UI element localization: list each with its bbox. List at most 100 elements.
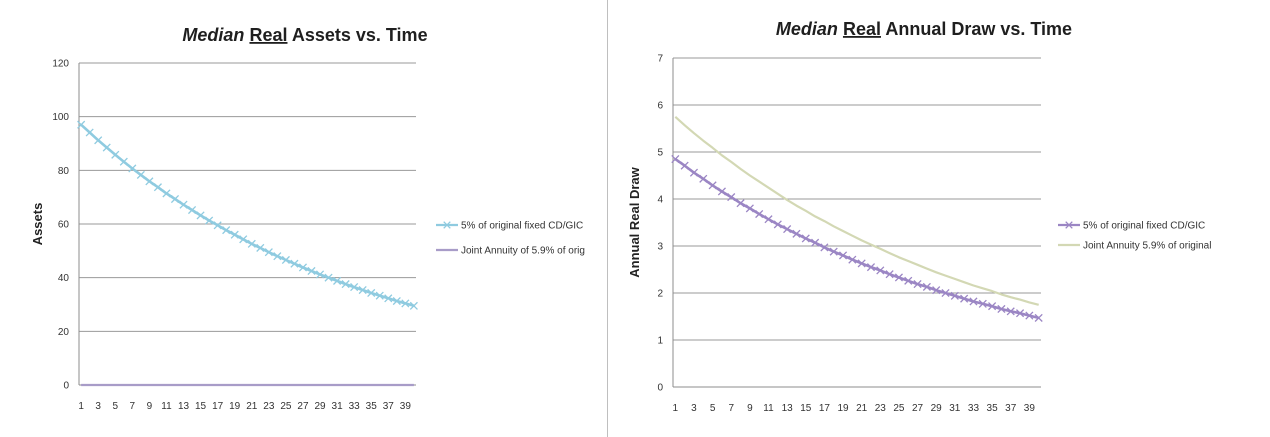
x-tick-label: 7 xyxy=(728,403,734,414)
data-point-marker xyxy=(170,194,180,204)
annual-draw-chart-title: Median Real Annual Draw vs. Time xyxy=(776,19,1072,39)
data-point-marker xyxy=(239,235,248,244)
x-tick-label: 9 xyxy=(747,403,753,414)
y-tick-label: 20 xyxy=(58,327,70,338)
y-tick-label: 0 xyxy=(657,383,663,394)
title-italic-part: Median xyxy=(182,25,244,45)
y-axis-label: Assets xyxy=(30,203,45,246)
data-point-marker xyxy=(708,181,717,190)
title-italic-part: Median xyxy=(776,19,838,39)
x-tick-label: 15 xyxy=(195,401,207,412)
x-tick-label: 27 xyxy=(297,401,309,412)
data-point-marker xyxy=(341,280,350,289)
assets-chart-panel: Median Real Assets vs. Time 0 20 40 60 80 100… xyxy=(0,0,608,437)
y-tick-label: 1 xyxy=(657,336,663,347)
x-tick-label: 31 xyxy=(949,403,961,414)
data-point-marker xyxy=(153,183,162,192)
data-point-marker xyxy=(727,193,736,202)
data-point-marker xyxy=(333,276,342,285)
data-point-marker xyxy=(801,234,810,243)
x-tick-label: 27 xyxy=(912,403,924,414)
x-tick-label: 39 xyxy=(400,401,412,412)
data-point-marker xyxy=(997,304,1006,314)
data-point-marker xyxy=(1025,311,1034,320)
data-point-marker xyxy=(290,259,299,268)
title-underline-part: Real xyxy=(249,25,287,45)
data-point-marker xyxy=(904,276,913,285)
assets-chart: Median Real Assets vs. Time 0 20 40 60 80 100… xyxy=(30,25,585,412)
data-point-marker xyxy=(179,200,188,209)
x-tick-label: 7 xyxy=(130,401,136,412)
x-tick-label: 3 xyxy=(691,403,697,414)
x-tick-label: 25 xyxy=(893,403,905,414)
x-tick-label: 35 xyxy=(987,403,999,414)
title-rest-part: Annual Draw vs. Time xyxy=(885,19,1072,39)
y-tick-label: 100 xyxy=(52,112,69,123)
legend-label: Joint Annuity of 5.9% of orig xyxy=(461,246,585,257)
legend-label: 5% of original fixed CD/GIC xyxy=(1083,221,1205,232)
x-tick-label: 21 xyxy=(246,401,258,412)
x-tick-label: 13 xyxy=(782,403,794,414)
assets-chart-title: Median Real Assets vs. Time xyxy=(182,25,427,45)
x-tick-label: 23 xyxy=(875,403,887,414)
data-point-marker xyxy=(913,280,922,289)
data-point-marker xyxy=(773,220,782,229)
x-tick-label: 37 xyxy=(383,401,395,412)
data-point-marker xyxy=(350,282,359,292)
data-point-marker xyxy=(1034,313,1043,322)
x-tick-label: 37 xyxy=(1005,403,1017,414)
y-tick-label: 2 xyxy=(657,289,663,300)
data-point-marker xyxy=(256,243,265,252)
y-tick-label: 3 xyxy=(657,242,663,253)
x-tick-label: 11 xyxy=(763,403,774,414)
data-point-marker xyxy=(264,248,273,257)
data-point-marker xyxy=(375,291,384,300)
y-tick-label: 5 xyxy=(657,148,663,159)
data-point-marker xyxy=(717,187,726,196)
x-tick-label: 29 xyxy=(314,401,326,412)
y-tick-label: 4 xyxy=(657,195,663,206)
data-point-marker xyxy=(136,170,145,179)
series-line-1 xyxy=(80,123,415,308)
data-point-marker xyxy=(213,221,222,230)
y-tick-label: 0 xyxy=(63,381,69,392)
data-point-marker xyxy=(969,297,978,306)
x-tick-label: 1 xyxy=(78,401,84,412)
legend-marker xyxy=(443,221,451,229)
data-point-marker xyxy=(811,238,820,247)
data-point-marker xyxy=(820,243,829,252)
data-point-marker xyxy=(699,174,708,183)
data-point-marker xyxy=(119,157,128,166)
data-point-marker xyxy=(978,299,987,308)
x-tick-label: 23 xyxy=(263,401,275,412)
x-tick-label: 19 xyxy=(229,401,241,412)
data-point-marker xyxy=(281,255,290,265)
data-point-marker xyxy=(392,296,401,306)
data-point-marker xyxy=(745,204,754,213)
data-point-marker xyxy=(838,251,848,260)
series-line-1 xyxy=(674,158,1040,320)
data-point-marker xyxy=(857,259,866,268)
data-point-marker xyxy=(315,270,325,279)
y-tick-label: 80 xyxy=(58,166,70,177)
data-point-marker xyxy=(94,136,103,145)
data-point-marker xyxy=(324,273,333,282)
data-point-marker xyxy=(128,164,137,173)
x-tick-label: 19 xyxy=(837,403,849,414)
title-underline-part: Real xyxy=(843,19,881,39)
data-point-marker xyxy=(932,286,941,295)
data-point-marker xyxy=(848,255,857,264)
data-point-marker xyxy=(783,225,792,234)
x-tick-label: 13 xyxy=(178,401,190,412)
y-tick-label: 6 xyxy=(657,101,663,112)
x-tick-label: 29 xyxy=(931,403,943,414)
data-point-marker xyxy=(273,252,282,261)
data-point-marker xyxy=(384,294,393,303)
x-tick-label: 5 xyxy=(112,401,118,412)
data-point-marker xyxy=(196,211,205,220)
x-tick-label: 33 xyxy=(968,403,980,414)
x-tick-label: 35 xyxy=(366,401,378,412)
data-point-marker xyxy=(77,120,86,129)
x-tick-label: 39 xyxy=(1024,403,1036,414)
